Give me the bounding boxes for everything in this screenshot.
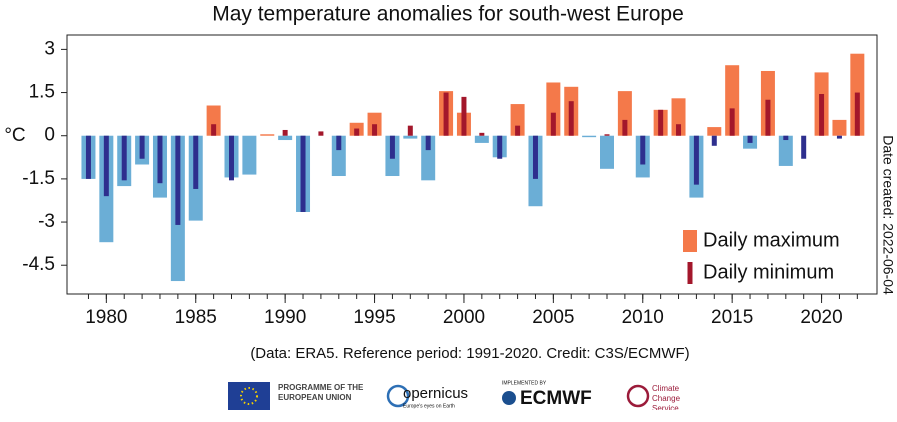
x-tick-label: 1980 (85, 307, 127, 328)
x-tick-label: 2000 (443, 307, 485, 328)
max-bar (421, 135, 436, 181)
min-bar (300, 135, 306, 212)
min-bar (229, 135, 235, 181)
max-bar (403, 135, 418, 139)
min-bar (640, 135, 646, 165)
plot-frame (66, 34, 878, 295)
max-bar (832, 119, 847, 136)
min-bar (282, 129, 288, 136)
y-tick-label: -1.5 (22, 168, 55, 189)
min-bar (103, 135, 109, 197)
max-bar (778, 135, 793, 166)
min-bar (175, 135, 181, 225)
ecmwf-mark (502, 391, 516, 405)
min-bar (121, 135, 127, 181)
c3s-mark (626, 384, 650, 408)
min-bar (836, 135, 842, 139)
x-tick-label: 1990 (264, 307, 306, 328)
min-bar (693, 135, 699, 185)
min-bar (318, 131, 324, 136)
min-bar (407, 125, 413, 136)
y-tick-label: 0 (44, 125, 55, 146)
c3s-text-box: Climate Change Service (652, 384, 681, 410)
min-bar (479, 132, 485, 136)
eu-text: PROGRAMME OF THE EUROPEAN UNION (278, 383, 364, 402)
min-bar (604, 134, 610, 136)
max-bar (367, 112, 382, 136)
max-bar (206, 105, 221, 136)
max-bar (331, 135, 346, 177)
copernicus-tagline: Europe's eyes on Earth (403, 403, 455, 409)
min-bar (211, 124, 217, 136)
source-note: (Data: ERA5. Reference period: 1991-2020… (250, 345, 689, 362)
x-tick-label: 2005 (532, 307, 574, 328)
max-bar (582, 135, 597, 138)
legend-swatch (683, 230, 697, 252)
legend-label: Daily maximum (703, 229, 840, 251)
min-bar (443, 92, 449, 136)
min-bar (676, 124, 682, 136)
y-tick-label: 1.5 (29, 82, 55, 103)
max-bar (671, 98, 686, 136)
eu-text-box: PROGRAMME OF THE EUROPEAN UNION (278, 383, 364, 402)
min-bar (389, 135, 395, 159)
min-bar (854, 92, 860, 136)
x-tick-label: 2010 (622, 307, 664, 328)
min-bar (461, 96, 467, 136)
x-tick-label: 1985 (175, 307, 217, 328)
min-bar (336, 135, 342, 151)
x-tick-label: 2015 (711, 307, 753, 328)
copernicus-mark (386, 384, 410, 408)
x-tick-label: 2020 (800, 307, 842, 328)
ecmwf-name: ECMWF (520, 388, 592, 409)
min-bar (354, 128, 360, 136)
y-tick-label: -4.5 (22, 254, 55, 275)
min-bar (157, 135, 163, 184)
min-bar (139, 135, 145, 159)
max-bar (600, 135, 614, 169)
min-bar (819, 93, 825, 136)
min-bar (425, 135, 431, 151)
min-bar (532, 135, 538, 179)
max-bar (617, 91, 632, 136)
min-bar (622, 119, 628, 136)
min-bar (729, 108, 735, 136)
min-bar (658, 109, 664, 136)
min-bar (550, 112, 556, 136)
date-note: Date created: 2022-06-04 (880, 135, 896, 295)
x-tick-label: 1995 (353, 307, 395, 328)
y-tick-label: 3 (44, 38, 55, 59)
max-bar (707, 127, 722, 136)
max-bar (546, 82, 561, 136)
logos: PROGRAMME OF THE EUROPEAN UNION opernicu… (228, 380, 681, 410)
min-bar (193, 135, 199, 189)
c3s-text: Climate Change Service (652, 384, 681, 410)
eu-stars (240, 387, 258, 405)
max-bar (242, 135, 257, 175)
y-tick-label: -3 (38, 211, 55, 232)
min-bar (372, 124, 378, 136)
ecmwf-tag: IMPLEMENTED BY (502, 380, 547, 386)
min-bar (85, 135, 91, 179)
min-bar (568, 101, 574, 136)
legend-label: Daily minimum (703, 261, 834, 283)
min-bar (711, 135, 717, 146)
copernicus-name: opernicus (403, 385, 468, 402)
max-bar (260, 134, 275, 136)
chart-title: May temperature anomalies for south-west… (212, 3, 684, 26)
min-bar (765, 99, 771, 136)
min-bar (801, 135, 807, 159)
y-axis-label: °C (4, 125, 25, 146)
min-bar (747, 135, 753, 143)
min-bar (497, 135, 503, 159)
legend-swatch (687, 262, 693, 284)
max-bar (510, 104, 525, 136)
max-bar (725, 65, 740, 136)
max-bar (278, 135, 293, 141)
min-bar (783, 135, 789, 141)
max-bar (474, 135, 489, 143)
eu-flag (228, 382, 270, 410)
min-bar (515, 125, 521, 136)
